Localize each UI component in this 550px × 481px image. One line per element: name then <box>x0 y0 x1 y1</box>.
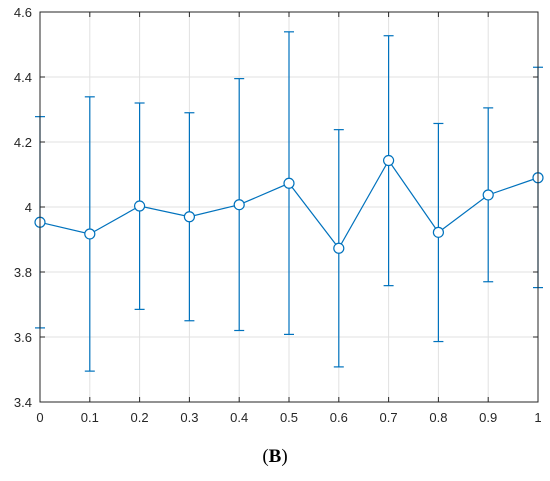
x-tick-labels: 0 0.1 0.2 0.3 0.4 0.5 0.6 0.7 0.8 0.9 1 <box>36 410 541 425</box>
y-tick-label: 3.8 <box>14 265 32 280</box>
data-point <box>84 228 96 240</box>
x-tick-label: 0.9 <box>479 410 497 425</box>
x-tick-label: 0.6 <box>330 410 348 425</box>
y-tick-labels: 3.4 3.6 3.8 4 4.2 4.4 4.6 <box>14 5 32 410</box>
x-tick-label: 0 <box>36 410 43 425</box>
data-point <box>134 200 146 212</box>
y-tick-label: 4.4 <box>14 70 32 85</box>
x-tick-label: 0.1 <box>81 410 99 425</box>
y-tick-label: 4.2 <box>14 135 32 150</box>
x-tick-label: 1 <box>534 410 541 425</box>
data-point <box>432 226 444 238</box>
x-tick-label: 0.3 <box>180 410 198 425</box>
x-tick-label: 0.5 <box>280 410 298 425</box>
x-tick-label: 0.8 <box>429 410 447 425</box>
data-point <box>233 199 245 211</box>
x-tick-label: 0.2 <box>131 410 149 425</box>
y-tick-label: 4 <box>25 200 32 215</box>
panel-label-open: ( <box>262 446 269 467</box>
axes <box>39 11 539 403</box>
panel-label-letter: B <box>268 446 282 467</box>
data-point <box>183 211 195 223</box>
panel-label: (B) <box>0 446 550 468</box>
x-tick-label: 0.7 <box>380 410 398 425</box>
y-tick-label: 3.4 <box>14 395 32 410</box>
y-tick-label: 4.6 <box>14 5 32 20</box>
x-tick-label: 0.4 <box>230 410 248 425</box>
y-tick-label: 3.6 <box>14 330 32 345</box>
data-point <box>333 242 345 254</box>
data-point <box>482 189 494 201</box>
data-point <box>383 154 395 167</box>
panel-label-close: ) <box>281 446 288 467</box>
data-point <box>283 177 295 189</box>
